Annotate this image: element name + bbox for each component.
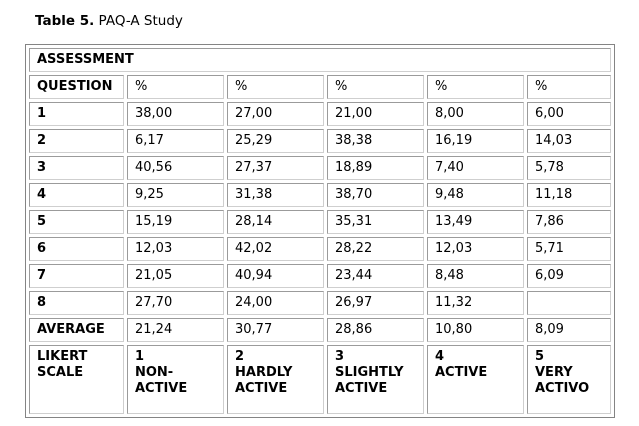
value-cell: 27,00 bbox=[227, 102, 324, 126]
likert-value-cell: 1 NON- ACTIVE bbox=[127, 345, 224, 414]
row-label-cell: 4 bbox=[29, 183, 124, 207]
value-cell: 35,31 bbox=[327, 210, 424, 234]
table-row-q2: 2 6,17 25,29 38,38 16,19 14,03 bbox=[29, 129, 612, 153]
value-cell: 6,00 bbox=[527, 102, 612, 126]
table-row-q4: 4 9,25 31,38 38,70 9,48 11,18 bbox=[29, 183, 612, 207]
likert-value-cell: 3 SLIGHTLY ACTIVE bbox=[327, 345, 424, 414]
value-cell: 8,48 bbox=[427, 264, 524, 288]
value-cell: 28,14 bbox=[227, 210, 324, 234]
value-cell: 13,49 bbox=[427, 210, 524, 234]
table-caption: Table 5. PAQ-A Study bbox=[35, 12, 639, 30]
value-cell: 6,17 bbox=[127, 129, 224, 153]
value-cell: 21,05 bbox=[127, 264, 224, 288]
value-cell: 18,89 bbox=[327, 156, 424, 180]
value-cell: 27,37 bbox=[227, 156, 324, 180]
value-cell: 25,29 bbox=[227, 129, 324, 153]
table-row-q6: 6 12,03 42,02 28,22 12,03 5,71 bbox=[29, 237, 612, 261]
row-label-cell: 6 bbox=[29, 237, 124, 261]
row-label-cell: AVERAGE bbox=[29, 318, 124, 342]
table-caption-number: Table 5. bbox=[35, 13, 95, 29]
value-cell: 40,56 bbox=[127, 156, 224, 180]
paq-a-study-table: ASSESSMENT QUESTION % % % % % 1 38,00 27… bbox=[25, 44, 616, 418]
value-cell: 5,78 bbox=[527, 156, 612, 180]
row-label-cell: 7 bbox=[29, 264, 124, 288]
row-label-cell: 2 bbox=[29, 129, 124, 153]
table-row-q1: 1 38,00 27,00 21,00 8,00 6,00 bbox=[29, 102, 612, 126]
column-header-percent: % bbox=[427, 75, 524, 99]
likert-value-cell: 2 HARDLY ACTIVE bbox=[227, 345, 324, 414]
value-cell: 12,03 bbox=[127, 237, 224, 261]
value-cell: 28,22 bbox=[327, 237, 424, 261]
value-cell-empty bbox=[527, 291, 612, 315]
value-cell: 14,03 bbox=[527, 129, 612, 153]
likert-label-cell: LIKERT SCALE bbox=[29, 345, 124, 414]
row-label-cell: 3 bbox=[29, 156, 124, 180]
row-label-cell: 8 bbox=[29, 291, 124, 315]
section-header-cell: ASSESSMENT bbox=[29, 48, 612, 72]
table-row-q8: 8 27,70 24,00 26,97 11,32 bbox=[29, 291, 612, 315]
column-header-percent: % bbox=[227, 75, 324, 99]
value-cell: 38,38 bbox=[327, 129, 424, 153]
table-caption-title: PAQ-A Study bbox=[94, 13, 183, 29]
value-cell: 10,80 bbox=[427, 318, 524, 342]
value-cell: 9,48 bbox=[427, 183, 524, 207]
value-cell: 30,77 bbox=[227, 318, 324, 342]
column-header-percent: % bbox=[327, 75, 424, 99]
value-cell: 27,70 bbox=[127, 291, 224, 315]
value-cell: 11,32 bbox=[427, 291, 524, 315]
value-cell: 16,19 bbox=[427, 129, 524, 153]
value-cell: 9,25 bbox=[127, 183, 224, 207]
value-cell: 38,70 bbox=[327, 183, 424, 207]
value-cell: 7,40 bbox=[427, 156, 524, 180]
likert-value-cell: 4 ACTIVE bbox=[427, 345, 524, 414]
value-cell: 11,18 bbox=[527, 183, 612, 207]
value-cell: 31,38 bbox=[227, 183, 324, 207]
table-row-q7: 7 21,05 40,94 23,44 8,48 6,09 bbox=[29, 264, 612, 288]
value-cell: 38,00 bbox=[127, 102, 224, 126]
value-cell: 5,71 bbox=[527, 237, 612, 261]
value-cell: 8,09 bbox=[527, 318, 612, 342]
value-cell: 7,86 bbox=[527, 210, 612, 234]
value-cell: 28,86 bbox=[327, 318, 424, 342]
column-header-row: QUESTION % % % % % bbox=[29, 75, 612, 99]
value-cell: 8,00 bbox=[427, 102, 524, 126]
table-row-average: AVERAGE 21,24 30,77 28,86 10,80 8,09 bbox=[29, 318, 612, 342]
likert-scale-row: LIKERT SCALE 1 NON- ACTIVE 2 HARDLY ACTI… bbox=[29, 345, 612, 414]
value-cell: 23,44 bbox=[327, 264, 424, 288]
value-cell: 26,97 bbox=[327, 291, 424, 315]
value-cell: 24,00 bbox=[227, 291, 324, 315]
column-header-percent: % bbox=[527, 75, 612, 99]
column-header-question: QUESTION bbox=[29, 75, 124, 99]
table-row-q5: 5 15,19 28,14 35,31 13,49 7,86 bbox=[29, 210, 612, 234]
value-cell: 42,02 bbox=[227, 237, 324, 261]
likert-value-cell: 5 VERY ACTIVO bbox=[527, 345, 612, 414]
value-cell: 15,19 bbox=[127, 210, 224, 234]
value-cell: 21,24 bbox=[127, 318, 224, 342]
row-label-cell: 1 bbox=[29, 102, 124, 126]
section-header-row: ASSESSMENT bbox=[29, 48, 612, 72]
value-cell: 40,94 bbox=[227, 264, 324, 288]
column-header-percent: % bbox=[127, 75, 224, 99]
value-cell: 12,03 bbox=[427, 237, 524, 261]
row-label-cell: 5 bbox=[29, 210, 124, 234]
table-row-q3: 3 40,56 27,37 18,89 7,40 5,78 bbox=[29, 156, 612, 180]
value-cell: 6,09 bbox=[527, 264, 612, 288]
value-cell: 21,00 bbox=[327, 102, 424, 126]
